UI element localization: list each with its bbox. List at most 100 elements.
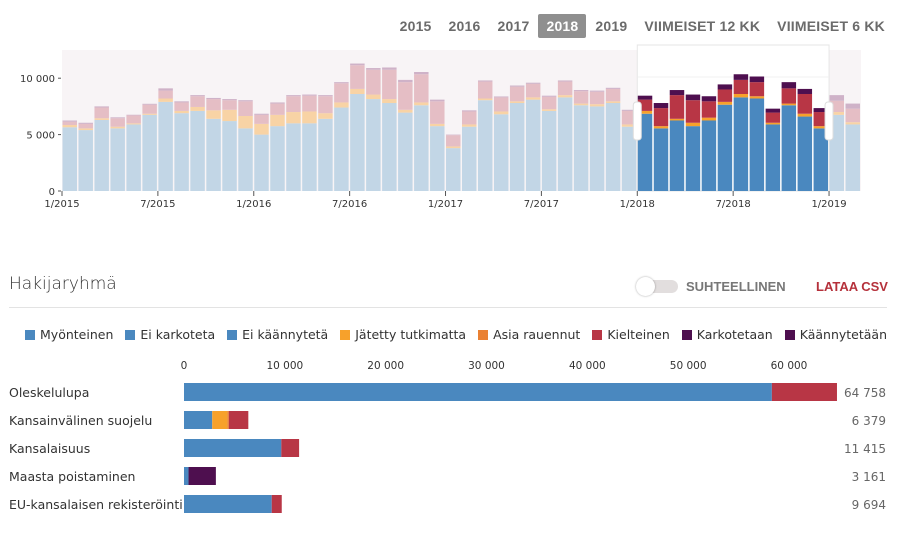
- bar-segment[interactable]: [557, 97, 573, 191]
- bar-segment[interactable]: [430, 101, 445, 124]
- bar-segment[interactable]: [110, 118, 125, 127]
- bar-segment[interactable]: [605, 88, 621, 102]
- bar-segment[interactable]: [382, 67, 397, 70]
- bar-segment[interactable]: [541, 109, 557, 111]
- bar-segment[interactable]: [270, 103, 285, 115]
- bar-segment[interactable]: [509, 101, 525, 104]
- bar-segment[interactable]: [78, 122, 93, 124]
- bar-segment[interactable]: [382, 103, 397, 191]
- bar-segment[interactable]: [669, 120, 685, 192]
- bar-segment[interactable]: [366, 99, 381, 191]
- bar-segment[interactable]: [845, 122, 860, 125]
- bar-segment[interactable]: [541, 110, 557, 191]
- bar-segment[interactable]: [477, 81, 493, 99]
- period-tab-2015[interactable]: 2015: [399, 18, 432, 34]
- bar-segment[interactable]: [653, 128, 669, 191]
- period-tab-2018[interactable]: 2018: [538, 14, 587, 38]
- bar-segment[interactable]: [765, 112, 781, 123]
- bar-segment[interactable]: [318, 113, 333, 119]
- bar-segment[interactable]: [228, 411, 249, 429]
- bar-segment[interactable]: [813, 126, 829, 129]
- bar-segment[interactable]: [188, 467, 216, 485]
- bar-segment[interactable]: [749, 96, 765, 99]
- bar-segment[interactable]: [270, 126, 285, 191]
- bar-segment[interactable]: [302, 123, 317, 191]
- bar-segment[interactable]: [382, 69, 397, 100]
- period-tab-2019[interactable]: 2019: [595, 18, 628, 34]
- bar-segment[interactable]: [94, 119, 109, 191]
- bar-segment[interactable]: [206, 97, 221, 100]
- bar-segment[interactable]: [509, 103, 525, 191]
- bar-segment[interactable]: [771, 383, 837, 401]
- bar-segment[interactable]: [797, 116, 813, 191]
- bar-segment[interactable]: [701, 96, 717, 102]
- bar-segment[interactable]: [733, 97, 749, 191]
- bar-segment[interactable]: [717, 101, 733, 105]
- bar-segment[interactable]: [653, 126, 669, 129]
- bar-segment[interactable]: [605, 103, 621, 191]
- bar-segment[interactable]: [174, 102, 189, 111]
- bar-segment[interactable]: [414, 105, 429, 191]
- bar-segment[interactable]: [430, 99, 445, 102]
- bar-segment[interactable]: [302, 111, 317, 124]
- bar-segment[interactable]: [509, 85, 525, 87]
- bar-segment[interactable]: [557, 80, 573, 82]
- legend-item[interactable]: Asia rauennut: [478, 327, 580, 342]
- bar-segment[interactable]: [685, 126, 701, 191]
- bar-segment[interactable]: [190, 95, 205, 97]
- bar-segment[interactable]: [637, 99, 653, 111]
- bar-segment[interactable]: [334, 83, 349, 103]
- bar-segment[interactable]: [350, 65, 365, 89]
- bar-segment[interactable]: [605, 101, 621, 104]
- bar-segment[interactable]: [749, 82, 765, 97]
- bar-segment[interactable]: [573, 90, 589, 92]
- bar-segment[interactable]: [158, 88, 173, 91]
- bar-segment[interactable]: [318, 118, 333, 191]
- bar-segment[interactable]: [238, 115, 253, 129]
- bar-segment[interactable]: [366, 68, 381, 70]
- bar-segment[interactable]: [749, 98, 765, 191]
- bar-segment[interactable]: [765, 124, 781, 191]
- bar-segment[interactable]: [206, 118, 221, 191]
- bar-segment[interactable]: [62, 127, 77, 191]
- bar-segment[interactable]: [184, 439, 282, 457]
- bar-segment[interactable]: [797, 88, 813, 94]
- bar-segment[interactable]: [430, 126, 445, 191]
- bar-segment[interactable]: [222, 121, 237, 191]
- bar-segment[interactable]: [669, 118, 685, 121]
- bar-segment[interactable]: [621, 126, 637, 191]
- bar-segment[interactable]: [733, 74, 749, 80]
- bar-segment[interactable]: [158, 101, 173, 191]
- bar-segment[interactable]: [589, 106, 605, 191]
- bar-segment[interactable]: [126, 115, 141, 124]
- bar-segment[interactable]: [414, 102, 429, 106]
- bar-segment[interactable]: [78, 130, 93, 191]
- bar-segment[interactable]: [366, 69, 381, 95]
- bar-segment[interactable]: [701, 101, 717, 118]
- bar-segment[interactable]: [366, 94, 381, 100]
- bar-segment[interactable]: [717, 84, 733, 90]
- bar-segment[interactable]: [829, 100, 845, 113]
- bar-segment[interactable]: [446, 135, 461, 147]
- brush-handle-right[interactable]: [824, 101, 834, 141]
- bar-segment[interactable]: [398, 109, 413, 113]
- bar-segment[interactable]: [398, 82, 413, 110]
- bar-segment[interactable]: [398, 79, 413, 83]
- legend-item[interactable]: Käännytetään: [784, 327, 887, 342]
- bar-segment[interactable]: [637, 95, 653, 100]
- bar-segment[interactable]: [525, 97, 541, 100]
- bar-segment[interactable]: [62, 120, 77, 122]
- bar-segment[interactable]: [733, 79, 749, 94]
- bar-segment[interactable]: [797, 113, 813, 117]
- bar-segment[interactable]: [270, 114, 285, 127]
- bar-segment[interactable]: [765, 122, 781, 125]
- bar-segment[interactable]: [845, 108, 860, 123]
- download-csv-link[interactable]: LATAA CSV: [816, 279, 888, 294]
- bar-segment[interactable]: [184, 467, 189, 485]
- bar-segment[interactable]: [541, 96, 557, 110]
- relative-toggle-label[interactable]: SUHTEELLINEN: [686, 279, 786, 294]
- bar-segment[interactable]: [270, 102, 285, 104]
- bar-segment[interactable]: [573, 103, 589, 106]
- bar-segment[interactable]: [62, 121, 77, 126]
- bar-segment[interactable]: [184, 411, 213, 429]
